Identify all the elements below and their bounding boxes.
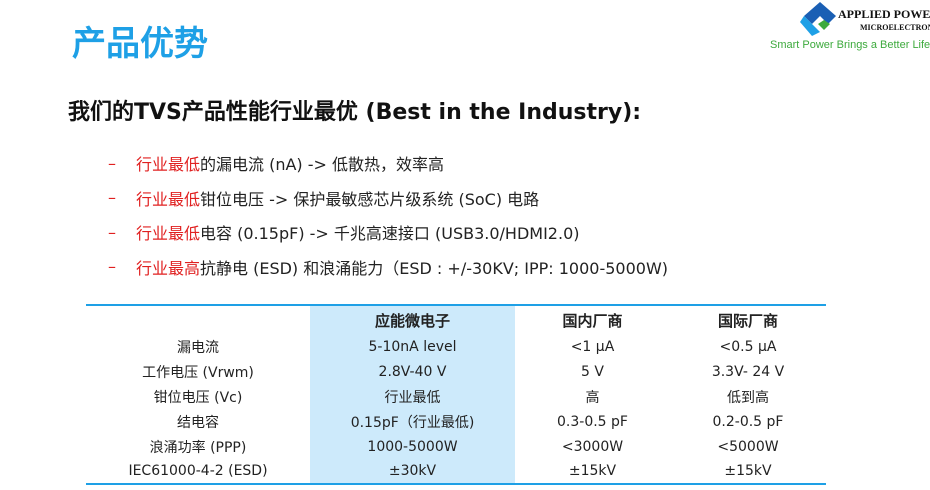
table-cell: ±30kV xyxy=(310,458,515,484)
table-cell: 工作电压 (Vrwm) xyxy=(142,365,254,382)
table-cell: ±15kV xyxy=(568,462,617,479)
bullet-item: – 行业最低 钳位电压 -> 保护最敏感芯片级系统 (SoC) 电路 xyxy=(108,181,668,216)
logo-mark-icon xyxy=(800,2,836,36)
bullet-item: – 行业最低 的漏电流 (nA) -> 低散热，效率高 xyxy=(108,146,668,181)
bullet-dash: – xyxy=(108,153,116,173)
table-cell: <0.5 µA xyxy=(719,339,777,356)
table-cell: 结电容 xyxy=(177,414,219,431)
bullet-list: – 行业最低 的漏电流 (nA) -> 低散热，效率高 – 行业最低 钳位电压 -> 保… xyxy=(108,146,668,284)
table-cell: 行业最低 xyxy=(310,384,515,410)
table-row: 钳位电压 (Vc) 行业最低 高 低到高 xyxy=(86,384,826,410)
table-cell: 5 V xyxy=(581,364,604,381)
table-row: 结电容 0.15pF（行业最低) 0.3-0.5 pF 0.2-0.5 pF xyxy=(86,409,826,435)
bullet-dash: – xyxy=(108,222,116,242)
table-cell: 2.8V-40 V xyxy=(310,359,515,385)
table-cell: <5000W xyxy=(717,438,779,455)
table-cell: 漏电流 xyxy=(177,340,219,357)
table-cell: 0.2-0.5 pF xyxy=(712,413,784,430)
table-cell: 钳位电压 (Vc) xyxy=(153,389,243,406)
table-cell: ±15kV xyxy=(724,462,772,479)
bullet-item: – 行业最低 电容 (0.15pF) -> 千兆高速接口 (USB3.0/HDMI2… xyxy=(108,215,668,250)
table-row: 工作电压 (Vrwm) 2.8V-40 V 5 V 3.3V- 24 V xyxy=(86,359,826,385)
table-cell: 低到高 xyxy=(727,389,769,406)
header-cell: 国内厂商 xyxy=(562,312,623,330)
logo-line1: APPLIED POWER xyxy=(838,7,930,21)
logo-line2: MICROELECTRONICS xyxy=(860,23,930,32)
table-cell: 3.3V- 24 V xyxy=(711,364,785,381)
header-cell: 应能微电子 xyxy=(310,305,515,335)
table-cell: 浪涌功率 (PPP) xyxy=(149,439,247,456)
table-cell: IEC61000-4-2 (ESD) xyxy=(128,462,268,479)
table-cell: 5-10nA level xyxy=(310,335,515,360)
bullet-item: – 行业最高 抗静电 (ESD) 和浪涌能力（ESD : +/-30KV; IPP:… xyxy=(108,250,668,285)
logo-tagline: Smart Power Brings a Better Life xyxy=(770,39,930,51)
table-row: IEC61000-4-2 (ESD) ±30kV ±15kV ±15kV xyxy=(86,458,826,484)
bullet-highlight: 行业最低 xyxy=(136,189,201,209)
header-cell: 国际厂商 xyxy=(717,312,778,330)
table-cell: 0.15pF（行业最低) xyxy=(310,409,515,435)
bullet-text: 电容 (0.15pF) -> 千兆高速接口 (USB3.0/HDMI2.0) xyxy=(200,224,580,244)
table-header-row: 应能微电子 国内厂商 国际厂商 xyxy=(86,305,826,335)
table-cell: 1000-5000W xyxy=(310,434,515,459)
bullet-dash: – xyxy=(108,257,116,277)
bullet-highlight: 行业最低 xyxy=(136,155,201,175)
table-row: 浪涌功率 (PPP) 1000-5000W <3000W <5000W xyxy=(86,434,826,459)
company-logo: APPLIED POWER MICROELECTRONICS Smart Pow… xyxy=(770,2,930,54)
comparison-table: 应能微电子 国内厂商 国际厂商 漏电流 5-10nA level <1 µA <0.5… xyxy=(86,304,826,485)
header-cell xyxy=(86,305,310,335)
table-cell: <1 µA xyxy=(570,339,615,356)
bullet-highlight: 行业最低 xyxy=(136,224,201,244)
table-row: 漏电流 5-10nA level <1 µA <0.5 µA xyxy=(86,335,826,360)
table-cell: 0.3-0.5 pF xyxy=(557,413,628,430)
bullet-highlight: 行业最高 xyxy=(136,258,201,278)
bullet-text: 钳位电压 -> 保护最敏感芯片级系统 (SoC) 电路 xyxy=(200,189,540,209)
bullet-text: 的漏电流 (nA) -> 低散热，效率高 xyxy=(200,155,445,175)
page-title: 产品优势 xyxy=(72,24,208,64)
bullet-dash: – xyxy=(108,188,116,208)
table-cell: <3000W xyxy=(561,438,624,455)
table-cell: 高 xyxy=(585,389,600,406)
bullet-text: 抗静电 (ESD) 和浪涌能力（ESD : +/-30KV; IPP: 1000… xyxy=(200,258,669,278)
subtitle: 我们的TVS产品性能行业最优 (Best in the Industry): xyxy=(68,100,642,125)
